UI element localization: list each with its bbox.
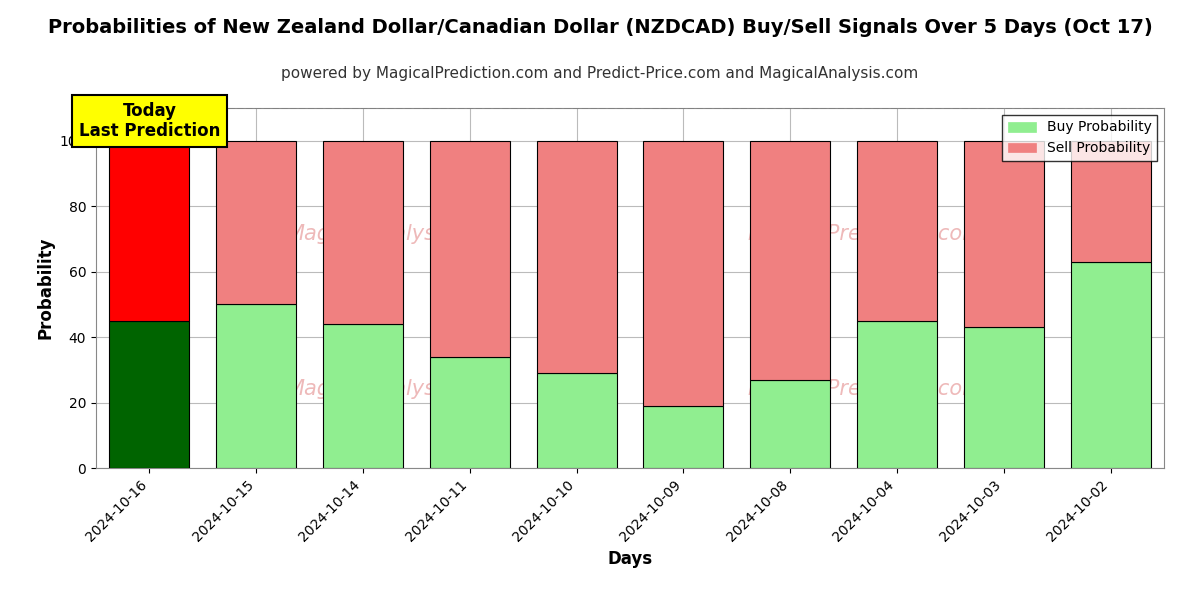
Bar [536,141,617,373]
Bar [536,373,617,468]
Bar [857,141,937,321]
Legend: Buy Probability, Sell Probability: Buy Probability, Sell Probability [1002,115,1157,161]
Bar [109,321,190,468]
Bar [964,327,1044,468]
Bar [216,304,296,468]
Bar [323,141,403,324]
Bar [430,141,510,357]
Bar [964,141,1044,327]
Text: MagicalPrediction.com: MagicalPrediction.com [748,224,983,244]
Bar [643,406,724,468]
Text: MagicalAnalysis.com: MagicalAnalysis.com [287,224,504,244]
Text: MagicalAnalysis.com: MagicalAnalysis.com [287,379,504,399]
Text: Probabilities of New Zealand Dollar/Canadian Dollar (NZDCAD) Buy/Sell Signals Ov: Probabilities of New Zealand Dollar/Cana… [48,18,1152,37]
X-axis label: Days: Days [607,550,653,568]
Text: powered by MagicalPrediction.com and Predict-Price.com and MagicalAnalysis.com: powered by MagicalPrediction.com and Pre… [281,66,919,81]
Bar [857,321,937,468]
Bar [430,357,510,468]
Bar [750,141,830,380]
Bar [323,324,403,468]
Bar [1070,262,1151,468]
Bar [109,141,190,321]
Bar [216,141,296,304]
Bar [643,141,724,406]
Bar [1070,141,1151,262]
Text: Today
Last Prediction: Today Last Prediction [79,101,220,140]
Bar [750,380,830,468]
Y-axis label: Probability: Probability [36,237,54,339]
Text: MagicalPrediction.com: MagicalPrediction.com [748,379,983,399]
